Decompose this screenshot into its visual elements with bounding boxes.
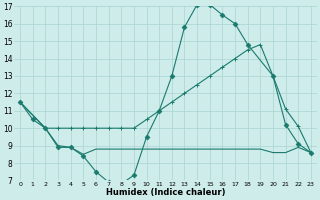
X-axis label: Humidex (Indice chaleur): Humidex (Indice chaleur) <box>106 188 225 197</box>
